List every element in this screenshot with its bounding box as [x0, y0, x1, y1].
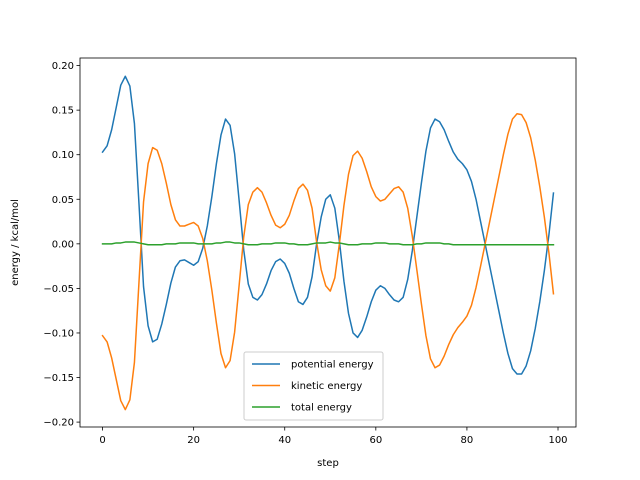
x-tick-label: 100: [548, 435, 567, 446]
legend-label-0: potential energy: [291, 360, 374, 371]
legend-label-1: kinetic energy: [291, 381, 362, 392]
x-axis: 0 20 40 60 80 100: [99, 427, 568, 446]
plot-lines: [101, 75, 555, 411]
y-tick-label: 0.20: [52, 61, 74, 72]
y-axis: −0.20 −0.15 −0.10 −0.05 0.00 0.05 0.10 0.15 0.20: [43, 61, 80, 429]
x-tick-label: 80: [461, 435, 474, 446]
x-axis-label: step: [317, 458, 339, 469]
y-tick-label: −0.05: [43, 284, 74, 295]
x-tick-label: 60: [369, 435, 382, 446]
legend-label-2: total energy: [291, 403, 352, 414]
y-tick-label: 0.15: [52, 106, 74, 117]
plot-frame: [79, 57, 577, 428]
y-tick-label: 0.10: [52, 150, 74, 161]
y-tick-label: −0.10: [43, 328, 74, 339]
legend: potential energy kinetic energy total ener…: [243, 351, 384, 421]
series-line-1: [101, 112, 555, 411]
y-tick-label: −0.15: [43, 373, 74, 384]
series-line-0: [101, 75, 555, 375]
y-axis-label: energy / kcal/mol: [10, 199, 21, 286]
legend-box: [243, 351, 384, 421]
y-tick-label: 0.05: [52, 195, 74, 206]
x-tick-label: 20: [187, 435, 200, 446]
y-tick-label: 0.00: [52, 239, 74, 250]
x-tick-label: 0: [99, 435, 105, 446]
y-tick-label: −0.20: [43, 418, 74, 429]
series-line-2: [101, 241, 555, 246]
x-tick-label: 40: [278, 435, 291, 446]
